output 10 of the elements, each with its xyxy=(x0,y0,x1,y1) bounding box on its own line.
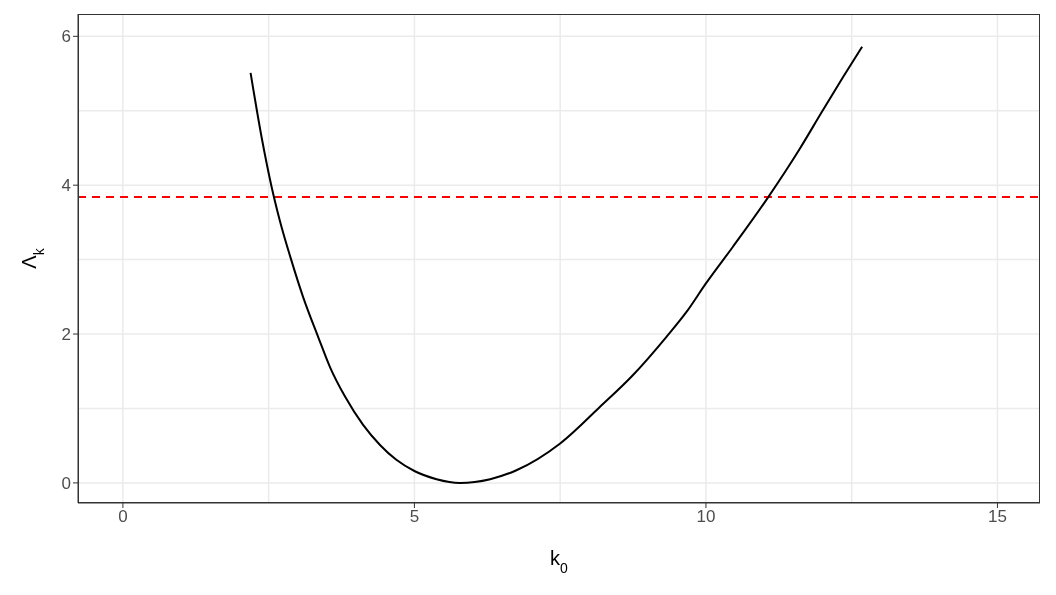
x-tick-label: 10 xyxy=(696,507,716,527)
x-axis-title: k$_{0}$ xyxy=(550,547,569,576)
y-tick-label: 0 xyxy=(61,473,71,493)
line-series xyxy=(249,45,864,484)
y-tick-label: 6 xyxy=(61,27,71,47)
x-tick-label: 0 xyxy=(118,507,128,527)
x-tick-label: 5 xyxy=(409,507,420,527)
y-tick-label: 4 xyxy=(61,176,71,196)
x-tick-label: 15 xyxy=(987,507,1007,527)
y-tick-label: 2 xyxy=(61,325,71,345)
